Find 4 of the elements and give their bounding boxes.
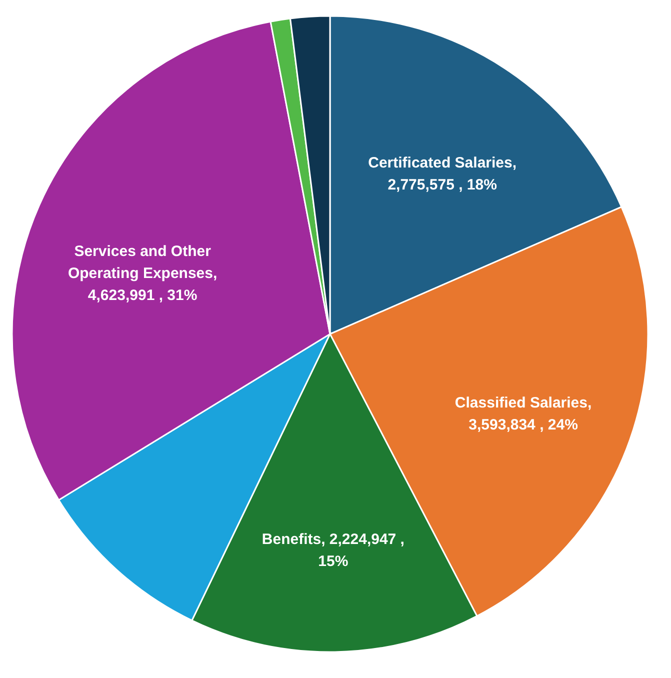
slice-label: Benefits, 2,224,947 , 15% — [262, 530, 404, 570]
slice-label: Certificated Salaries, 2,775,575 , 18% — [368, 154, 517, 194]
slice-label: Classified Salaries, 3,593,834 , 24% — [454, 394, 592, 434]
slice-label: Services and Other Operating Expenses, 4,623,991 , 31% — [68, 243, 218, 304]
